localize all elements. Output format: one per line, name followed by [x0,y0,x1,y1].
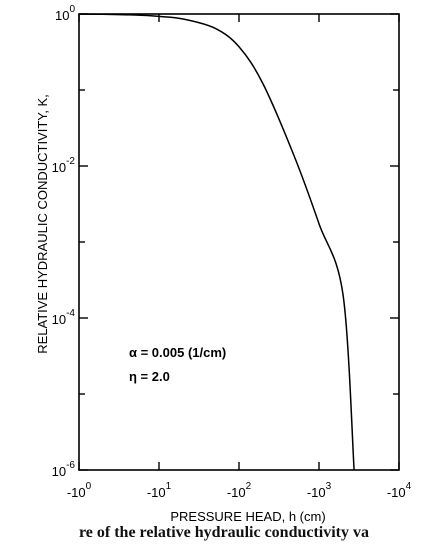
x-tick-label: -100 [67,481,92,500]
x-ticks: -100 -101 -102 -103 -104 [67,14,412,500]
series-line [78,13,355,471]
y-tick-label: 100 [55,4,75,23]
figure-caption: re of the relative hydraulic conductivit… [78,524,370,541]
annotation-alpha: α = 0.005 (1/cm) [129,345,226,360]
x-tick-label: -104 [387,481,412,500]
y-tick-label: 10-4 [52,308,76,327]
series [78,13,355,471]
annotation-eta: η = 2.0 [129,369,170,384]
y-tick-label: 10-6 [52,460,76,479]
x-tick-label: -102 [227,481,252,500]
x-tick-label: -101 [147,481,172,500]
x-axis-label: PRESSURE HEAD, h (cm) [170,509,325,524]
y-ticks: 100 10-2 10-4 10-6 [52,4,399,479]
x-tick-label: -103 [307,481,332,500]
y-axis-label: RELATIVE HYDRAULIC CONDUCTIVITY, K, [35,94,50,354]
y-tick-label: 10-2 [52,156,76,175]
